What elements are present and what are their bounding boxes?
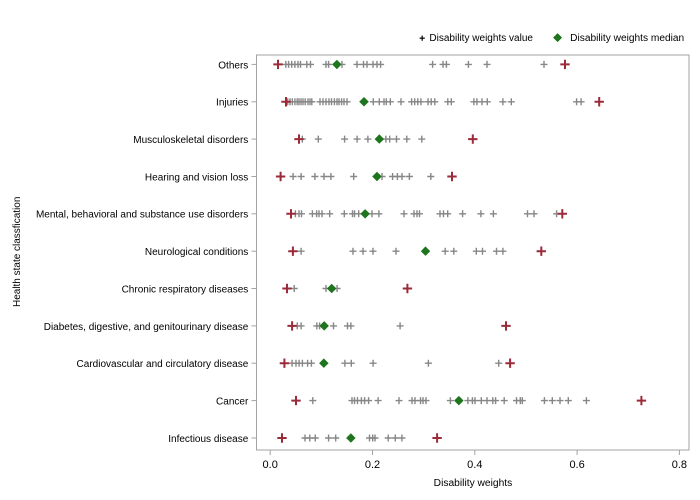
svg-text:Others: Others [218,60,248,71]
svg-text:Disability weights value: Disability weights value [429,33,533,44]
svg-text:Mental, behavioral and substan: Mental, behavioral and substance use dis… [36,210,248,221]
svg-text:Hearing and vision loss: Hearing and vision loss [145,172,248,183]
svg-text:Health state classfication: Health state classfication [12,197,23,307]
svg-text:0.4: 0.4 [467,459,482,471]
svg-text:Injuries: Injuries [216,98,248,109]
svg-text:0.0: 0.0 [263,459,278,471]
svg-text:0.6: 0.6 [569,459,584,471]
svg-text:Infectious disease: Infectious disease [168,434,248,445]
svg-text:Diabetes, digestive, and genit: Diabetes, digestive, and genitourinary d… [44,322,249,333]
svg-text:Neurological conditions: Neurological conditions [145,247,248,258]
svg-text:Disability weights median: Disability weights median [570,33,684,44]
svg-text:0.2: 0.2 [365,459,380,471]
svg-text:Cardiovascular and circulatory: Cardiovascular and circulatory disease [77,359,249,370]
svg-text:Musculoskeletal disorders: Musculoskeletal disorders [133,135,248,146]
svg-text:Disability weights: Disability weights [434,478,513,489]
svg-text:Chronic respiratory diseases: Chronic respiratory diseases [122,284,249,295]
svg-text:Cancer: Cancer [216,397,249,408]
svg-text:0.8: 0.8 [672,459,687,471]
